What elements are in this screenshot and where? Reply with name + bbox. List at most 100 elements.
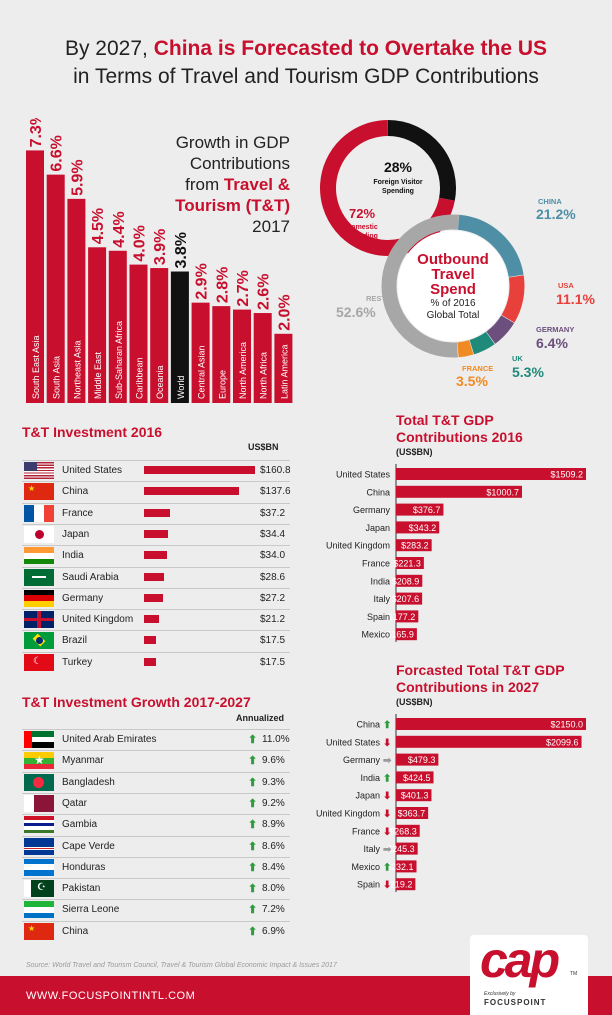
outbound-center — [397, 230, 509, 342]
donut-foreign-arc — [387, 120, 456, 201]
country-name: China — [62, 925, 89, 937]
growth-value: 8.4% — [262, 861, 285, 873]
investment-bar — [144, 636, 157, 645]
up-arrow-icon: ⬆ — [248, 904, 258, 917]
growth-category-label: Europe — [217, 370, 227, 399]
up-arrow-icon: ⬆ — [248, 883, 258, 896]
growth-bar — [191, 302, 210, 403]
growth-chart-title: Growth in GDP Contributions from Travel … — [130, 132, 290, 237]
country-name: Myanmar — [62, 755, 104, 767]
outbound-title-3: Spend — [430, 281, 476, 298]
right-arrow-icon: ➡ — [383, 845, 392, 856]
growth-title-line-3: from Travel & — [130, 174, 290, 195]
donut-charts: 28% Foreign Visitor Spending 72% Domestic Spe… — [320, 120, 595, 389]
headline-prefix: By 2027, — [64, 37, 148, 60]
table-row-divider — [22, 523, 290, 525]
hbar-category-label: Mexico — [351, 862, 380, 872]
hbar-category-label: India — [370, 576, 390, 586]
hbar-category-label: Japan — [355, 791, 380, 801]
logo-block: cap TM Exclusively by FOCUSPOINT — [470, 932, 588, 1015]
growth-value-label: 3.8% — [173, 232, 190, 268]
hbar-value-label: $2150.0 — [550, 720, 583, 730]
investment-value: $27.2 — [260, 592, 286, 604]
growth-category-label: South Asia — [52, 356, 62, 399]
country-name: China — [62, 486, 89, 498]
hbar-category-label: United Kingdom — [326, 541, 390, 551]
investment-value: $34.0 — [260, 550, 286, 562]
hbar-category-label: Germany — [353, 505, 391, 515]
flag-icon: ☪ — [24, 880, 54, 898]
down-arrow-icon: ⬇ — [383, 809, 391, 820]
hbar-value-label: $1000.7 — [486, 487, 519, 497]
country-name: Saudi Arabia — [62, 571, 119, 583]
country-name: Japan — [62, 528, 90, 540]
investment-value: $21.2 — [260, 614, 286, 626]
growth-value-label: 6.6% — [49, 135, 66, 171]
hbar-value-label: $283.2 — [401, 541, 429, 551]
growth-value-label: 2.6% — [256, 274, 273, 310]
france-name-label: FRANCE — [462, 364, 493, 373]
down-arrow-icon: ⬇ — [383, 880, 391, 891]
hbar — [396, 807, 429, 819]
flag-icon — [24, 632, 54, 650]
hbar-value-label: $376.7 — [413, 505, 441, 515]
growth-bar — [67, 198, 86, 403]
country-name: United States — [62, 465, 123, 476]
growth-value: 8.0% — [262, 883, 285, 895]
hbar — [396, 860, 417, 873]
outbound-arc-usa — [501, 275, 525, 323]
france-pct-label: 3.5% — [456, 373, 488, 389]
hbar — [396, 610, 419, 623]
growth-value-label: 2.7% — [235, 270, 252, 306]
hbar-category-label: Spain — [367, 612, 390, 622]
foreign-label-1: Foreign Visitor — [373, 179, 423, 186]
hbar-category-label: China — [356, 720, 380, 730]
hbar-category-label: Japan — [365, 523, 390, 533]
country-name: Honduras — [62, 861, 106, 873]
growth-bar — [253, 313, 272, 403]
table-row-divider — [22, 609, 290, 611]
growth-category-label: Middle East — [93, 351, 103, 399]
flag-icon — [24, 589, 54, 607]
outbound-arc-uk — [469, 331, 495, 355]
table-row-divider — [22, 566, 290, 568]
up-arrow-icon: ⬆ — [248, 776, 258, 789]
growth-value-label: 3.9% — [152, 229, 169, 265]
growth-value: 9.3% — [262, 776, 285, 788]
usa-pct-label: 11.1% — [556, 291, 595, 307]
growth-bar — [88, 247, 107, 403]
growth-bar — [233, 309, 251, 403]
country-name: Qatar — [62, 797, 88, 809]
hbar — [396, 574, 423, 587]
usa-name-label: USA — [558, 281, 574, 290]
hbar-value-label: $165.9 — [386, 630, 414, 640]
growth-value-label: 2.8% — [214, 267, 231, 303]
country-name: Cape Verde — [62, 840, 115, 852]
flag-icon — [24, 568, 54, 586]
footer-url[interactable]: WWW.FOCUSPOINTINTL.COM — [26, 990, 196, 1002]
flag-icon — [24, 731, 54, 748]
country-name: France — [62, 507, 94, 519]
table-row-divider — [22, 460, 290, 461]
country-name: India — [62, 550, 84, 562]
investment-bar — [144, 487, 239, 496]
headline-line-1: By 2027, China is Forecasted to Overtake… — [0, 36, 612, 62]
growth-category-label: Oceania — [155, 365, 165, 399]
flag-icon — [24, 611, 54, 629]
table-row-divider — [22, 771, 290, 773]
growth-table-title: T&T Investment Growth 2017-2027 — [22, 694, 251, 710]
investment-value: $37.2 — [260, 507, 286, 519]
hbar — [396, 735, 582, 748]
outbound-sub-2: Global Total — [427, 310, 480, 321]
country-name: Gambia — [62, 819, 98, 831]
uk-name-label: UK — [512, 354, 523, 363]
up-arrow-icon: ⬆ — [248, 925, 258, 938]
flag-icon — [24, 525, 54, 543]
total2016-title-line-1: Total T&T GDP — [396, 412, 494, 428]
total2016-title-line-2: Contributions 2016 — [396, 429, 523, 445]
hbar-category-label: Italy — [373, 594, 390, 604]
headline-highlight: China is Forecasted to Overtake the US — [153, 37, 548, 60]
investment-bar — [144, 508, 170, 517]
investment-bar — [144, 593, 163, 602]
hbar-category-label: France — [352, 826, 380, 836]
